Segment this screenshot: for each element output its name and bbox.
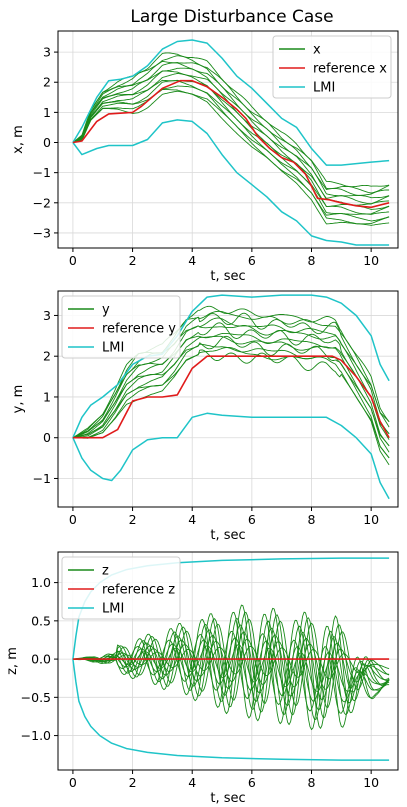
- axes-frame: [57, 290, 399, 508]
- trajectory-z: [72, 611, 390, 719]
- tick-label-x: 0: [69, 253, 77, 268]
- chart-x: 0 2 4 6 8 10 −3 −2 −1 0 1 2 3 t, sec x, m x reference x L…: [11, 30, 399, 284]
- tick-label-y: 0.5: [31, 613, 51, 628]
- legend-label: y: [102, 303, 110, 318]
- lmi-lower-y: [72, 412, 390, 500]
- lmi-lower-x: [72, 119, 390, 246]
- trajectory-x: [72, 67, 390, 205]
- legend-y: y reference y LMI: [61, 295, 181, 359]
- xlabel: t, sec: [210, 528, 245, 543]
- tick-label-x: 6: [248, 775, 256, 790]
- legend-box: [272, 35, 392, 99]
- tick-label-x: 8: [308, 512, 316, 527]
- tick-label-x: 10: [363, 775, 379, 790]
- tick-label-x: 4: [188, 253, 196, 268]
- tick-label-y: −1.0: [21, 728, 51, 743]
- tick-label-y: 3: [43, 45, 51, 60]
- legend-label: reference y: [102, 322, 176, 337]
- tick-label-x: 2: [129, 253, 137, 268]
- legend-label: reference z: [102, 583, 175, 598]
- reference-x: [72, 79, 390, 209]
- legend-label: LMI: [102, 602, 124, 617]
- legend-label: x: [313, 43, 321, 58]
- xlabel: t, sec: [210, 269, 245, 284]
- trajectory-x: [72, 72, 390, 210]
- tick-label-y: −1: [33, 165, 51, 180]
- tick-label-x: 0: [69, 512, 77, 527]
- trajectory-y: [72, 312, 390, 439]
- tick-label-y: 3: [43, 308, 51, 323]
- tick-label-y: −1: [33, 471, 51, 486]
- trajectory-z: [72, 630, 390, 714]
- tick-label-y: 1.0: [31, 575, 51, 590]
- plot-area-x: [72, 39, 390, 246]
- ylabel: y, m: [11, 385, 26, 414]
- tick-label-x: 2: [129, 512, 137, 527]
- chart-z: 0 2 4 6 8 10 −1.0 −0.5 0.0 0.5 1.0 t, sec z, m z refer…: [5, 551, 399, 806]
- trajectory-x: [72, 60, 390, 196]
- legend-z: z reference z LMI: [61, 556, 181, 620]
- tick-label-x: 8: [308, 775, 316, 790]
- trajectory-y: [72, 346, 390, 459]
- trajectory-y: [72, 335, 390, 446]
- legend-label: z: [102, 564, 109, 579]
- tick-label-y: 0: [43, 135, 51, 150]
- trajectory-x: [72, 62, 390, 199]
- reference-y: [72, 355, 390, 439]
- xlabel: t, sec: [210, 791, 245, 806]
- trajectory-z: [72, 644, 390, 692]
- tick-label-x: 10: [363, 512, 379, 527]
- tick-label-y: −0.5: [21, 690, 51, 705]
- tick-label-y: 1: [43, 389, 51, 404]
- tick-label-x: 4: [188, 775, 196, 790]
- lmi-lower-z: [72, 659, 390, 761]
- tick-label-x: 6: [248, 512, 256, 527]
- legend-x: x reference x LMI: [272, 35, 392, 99]
- tick-label-y: 0.0: [31, 652, 51, 667]
- trajectory-x: [72, 55, 390, 194]
- legend-label: reference x: [313, 62, 387, 77]
- trajectory-z: [72, 611, 390, 731]
- lmi-upper-y: [72, 294, 390, 439]
- trajectory-x: [72, 85, 390, 222]
- tick-label-x: 2: [129, 775, 137, 790]
- legend-box: [61, 295, 181, 359]
- tick-label-x: 8: [308, 253, 316, 268]
- legend-box: [61, 556, 181, 620]
- trajectory-z: [72, 624, 390, 711]
- axes-frame: [57, 551, 399, 771]
- trajectory-z: [72, 604, 390, 729]
- tick-label-y: −3: [33, 225, 51, 240]
- trajectory-x: [72, 90, 390, 226]
- trajectory-y: [72, 335, 390, 453]
- trajectory-y: [72, 349, 390, 466]
- trajectory-y: [72, 305, 390, 439]
- legend-label: LMI: [313, 81, 335, 96]
- trajectory-x: [72, 79, 390, 215]
- trajectory-y: [72, 310, 390, 439]
- ylabel: z, m: [5, 647, 20, 675]
- tick-label-x: 4: [188, 512, 196, 527]
- lmi-upper-x: [72, 39, 390, 166]
- tick-label-x: 0: [69, 775, 77, 790]
- trajectory-x: [72, 80, 390, 215]
- trajectory-z: [72, 631, 390, 701]
- legend-label: LMI: [102, 341, 124, 356]
- tick-label-y: −2: [33, 195, 51, 210]
- ylabel: x, m: [11, 125, 26, 154]
- axes-frame: [57, 30, 399, 249]
- trajectory-y: [72, 322, 390, 440]
- tick-label-y: 2: [43, 349, 51, 364]
- tick-label-x: 10: [363, 253, 379, 268]
- tick-label-y: 0: [43, 430, 51, 445]
- tick-label-y: 2: [43, 75, 51, 90]
- tick-label-x: 6: [248, 253, 256, 268]
- plot-area-y: [72, 294, 390, 500]
- tick-label-y: 1: [43, 105, 51, 120]
- figure-title: Large Disturbance Case: [130, 7, 333, 27]
- chart-y: 0 2 4 6 8 10 −1 0 1 2 3 t, sec y, m y reference y LMI: [11, 290, 399, 543]
